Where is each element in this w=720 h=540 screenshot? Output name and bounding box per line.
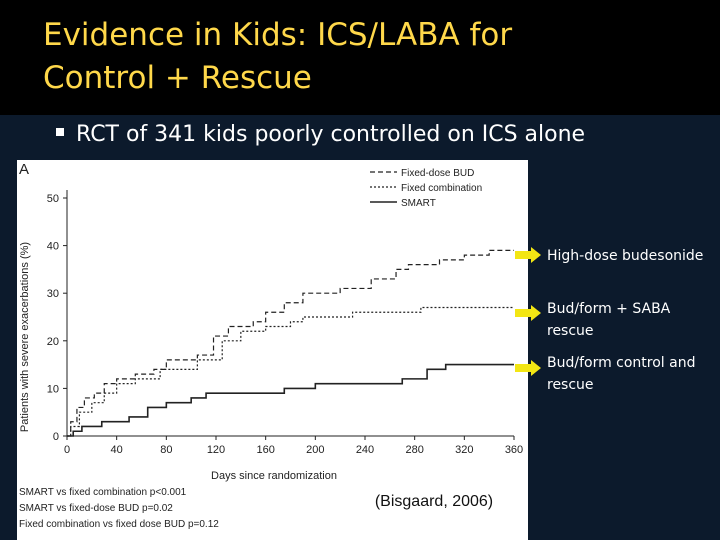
arrow-right-icon	[515, 305, 541, 321]
slide-title-line-2: Control + Rescue	[43, 60, 312, 96]
x-tick-label: 0	[64, 444, 70, 456]
series-line-fixed-combination	[67, 306, 514, 437]
bullet-text: RCT of 341 kids poorly controlled on ICS…	[76, 122, 586, 147]
title-band	[0, 0, 720, 115]
panel-label: A	[19, 161, 29, 178]
x-tick-label: 320	[455, 444, 473, 456]
axes: 0 10 20 30 40 50 0 40 80 120 160 200 240 280 320 360	[47, 190, 523, 456]
callout-smart: Bud/form control and rescue	[547, 352, 696, 396]
slide-title-line-1: Evidence in Kids: ICS/LABA for	[43, 17, 513, 53]
x-tick-label: 80	[160, 444, 172, 456]
y-tick-label: 0	[53, 431, 59, 443]
callout-high-dose: High-dose budesonide	[547, 245, 703, 267]
arrow-right-icon	[515, 360, 541, 376]
stat-line-2: SMART vs fixed-dose BUD p=0.02	[19, 503, 173, 514]
km-chart: A Fixed-dose BUD Fixed combination SMART 0…	[19, 161, 523, 530]
x-tick-label: 280	[405, 444, 423, 456]
legend: Fixed-dose BUD Fixed combination SMART	[370, 168, 482, 209]
y-tick-label: 10	[47, 383, 59, 395]
y-axis-label: Patients with severe exacerbations (%)	[19, 242, 31, 432]
y-tick-label: 40	[47, 241, 59, 253]
callout-bud-form-saba: Bud/form + SABA rescue	[547, 298, 670, 342]
series-line-smart	[67, 363, 514, 437]
series-line-fixed-dose-bud	[67, 249, 514, 437]
stat-line-1: SMART vs fixed combination p<0.001	[19, 487, 187, 498]
slide-title: Evidence in Kids: ICS/LABA for Control +…	[43, 14, 703, 100]
x-tick-label: 240	[356, 444, 374, 456]
legend-label: Fixed combination	[401, 183, 482, 194]
callout-text: rescue	[547, 377, 594, 393]
bullet-square-icon	[56, 128, 64, 136]
x-axis-label: Days since randomization	[211, 470, 337, 482]
y-tick-label: 50	[47, 193, 59, 205]
stats-block: SMART vs fixed combination p<0.001 SMART…	[19, 487, 219, 530]
x-tick-label: 360	[505, 444, 523, 456]
figure-panel: A Fixed-dose BUD Fixed combination SMART 0…	[17, 160, 528, 540]
series-lines	[67, 249, 514, 437]
citation: (Bisgaard, 2006)	[375, 493, 493, 510]
y-tick-label: 30	[47, 288, 59, 300]
stat-line-3: Fixed combination vs fixed dose BUD p=0.…	[19, 519, 219, 530]
x-tick-label: 120	[207, 444, 225, 456]
callout-text: Bud/form + SABA	[547, 301, 671, 317]
callout-text: Bud/form control and	[547, 355, 696, 371]
arrow-right-icon	[515, 247, 541, 263]
x-tick-label: 200	[306, 444, 324, 456]
callout-text: High-dose budesonide	[547, 248, 704, 264]
callout-text: rescue	[547, 323, 594, 339]
legend-label: Fixed-dose BUD	[401, 168, 474, 179]
x-tick-label: 160	[256, 444, 274, 456]
x-tick-label: 40	[111, 444, 123, 456]
legend-label: SMART	[401, 198, 436, 209]
y-tick-label: 20	[47, 336, 59, 348]
bullet-point: RCT of 341 kids poorly controlled on ICS…	[56, 122, 585, 147]
